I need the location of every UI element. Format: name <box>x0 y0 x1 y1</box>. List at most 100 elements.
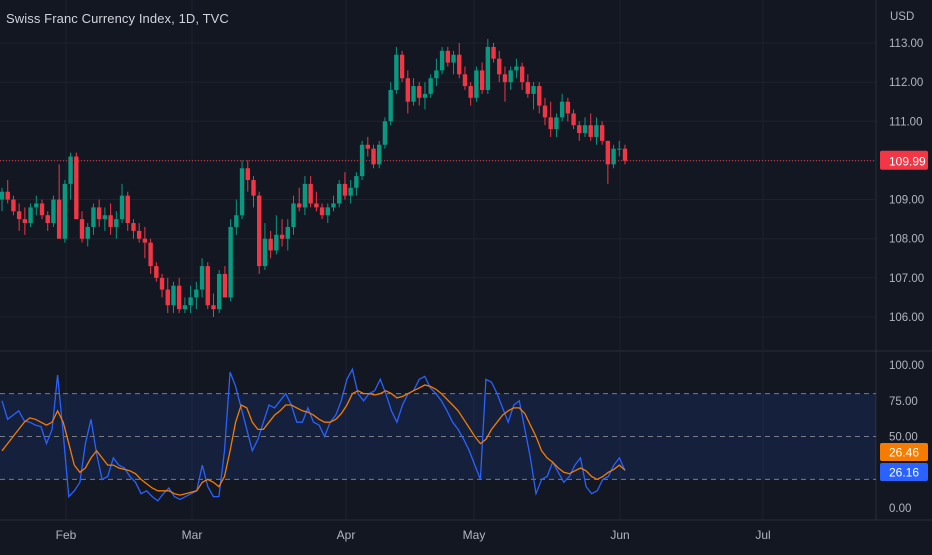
candle-body <box>159 277 165 290</box>
time-tick-label: Jul <box>755 528 770 542</box>
candle-body <box>319 207 325 216</box>
candle-body <box>468 86 473 98</box>
candle-body <box>51 199 56 224</box>
candle-body <box>559 101 565 118</box>
candle-body <box>359 144 365 177</box>
candle-body <box>34 203 39 208</box>
candle-body <box>85 226 90 239</box>
price-tick-label: 106.00 <box>889 312 924 324</box>
candle-body <box>371 148 376 165</box>
candle-body <box>599 125 605 141</box>
candle-body <box>228 226 233 298</box>
candle-body <box>211 305 216 310</box>
candle-body <box>377 144 382 165</box>
candle-body <box>5 191 10 200</box>
candle-body <box>439 50 445 71</box>
candle-body <box>74 156 79 220</box>
candle-body <box>525 82 531 94</box>
candle-body <box>11 199 16 212</box>
candle-body <box>474 70 479 98</box>
candle-body <box>194 289 199 298</box>
candle-body <box>479 70 485 90</box>
indicator-orange-label: 26.46 <box>889 446 919 460</box>
candle-body <box>617 148 622 150</box>
time-tick-label: Jun <box>610 528 629 542</box>
last-price-label: 109.99 <box>889 154 926 168</box>
candle-body <box>142 238 148 243</box>
candle-body <box>394 54 399 90</box>
candle-body <box>176 285 182 310</box>
candle-body <box>502 74 508 83</box>
candle-body <box>308 183 313 204</box>
indicator-line-orange <box>1 384 626 496</box>
indicator-tick-label: 75.00 <box>889 396 918 408</box>
candle-body <box>79 219 85 239</box>
candle-body <box>125 195 130 224</box>
candle-body <box>291 203 296 227</box>
candle-body <box>302 183 308 208</box>
candle-body <box>485 46 491 90</box>
indicator-tick-label: 100.00 <box>889 360 924 372</box>
candle-body <box>314 203 319 208</box>
candle-body <box>102 215 108 220</box>
candle-body <box>491 46 496 59</box>
candle-body <box>337 183 342 204</box>
price-tick-label: 113.00 <box>889 38 923 50</box>
candle-body <box>114 219 119 227</box>
candle-body <box>119 195 125 220</box>
candle-body <box>39 203 45 216</box>
time-tick-label: Apr <box>337 528 356 542</box>
candle-body <box>331 203 336 208</box>
candle-body <box>136 230 142 239</box>
candle-body <box>571 113 576 126</box>
indicator-blue-label: 26.16 <box>889 466 919 480</box>
candle-body <box>428 78 433 94</box>
candle-body <box>0 191 5 200</box>
candle-body <box>45 215 50 224</box>
candle-body <box>199 266 205 290</box>
chart-title: Swiss Franc Currency Index, 1D, TVC <box>6 11 229 26</box>
candle-body <box>28 207 33 224</box>
candle-body <box>399 54 405 79</box>
indicator-blue-badge <box>880 463 928 481</box>
candle-body <box>548 117 553 130</box>
candle-body <box>239 168 245 216</box>
candle-body <box>148 242 153 267</box>
price-scale-currency: USD <box>890 11 914 23</box>
candle-body <box>62 183 68 239</box>
candle-body <box>285 226 290 239</box>
candle-body <box>91 207 96 227</box>
time-tick-label: Feb <box>56 528 77 542</box>
candle-body <box>165 289 170 306</box>
candle-body <box>514 66 519 71</box>
candle-body <box>222 273 228 298</box>
price-tick-label: 108.00 <box>889 234 924 246</box>
candle-body <box>257 195 262 267</box>
candle-body <box>274 234 279 251</box>
candle-body <box>542 105 548 118</box>
candle-body <box>16 211 22 220</box>
indicator-band <box>0 393 876 480</box>
candle-body <box>588 125 593 137</box>
price-tick-label: 109.00 <box>889 195 924 207</box>
candle-body <box>205 266 210 306</box>
candle-body <box>154 266 159 278</box>
candle-body <box>297 203 302 208</box>
candle-body <box>342 183 348 196</box>
candle-body <box>56 199 62 239</box>
candle-body <box>182 305 188 310</box>
price-tick-label: 107.00 <box>889 273 924 285</box>
last-price-badge <box>880 150 928 170</box>
candle-body <box>268 238 273 251</box>
candle-body <box>434 70 439 79</box>
candle-body <box>462 74 468 87</box>
candle-body <box>554 117 559 130</box>
candle-body <box>422 93 428 98</box>
candle-body <box>171 285 176 306</box>
candle-body <box>405 78 411 102</box>
candle-body <box>325 207 330 216</box>
candle-body <box>519 66 525 83</box>
candle-body <box>251 179 256 196</box>
